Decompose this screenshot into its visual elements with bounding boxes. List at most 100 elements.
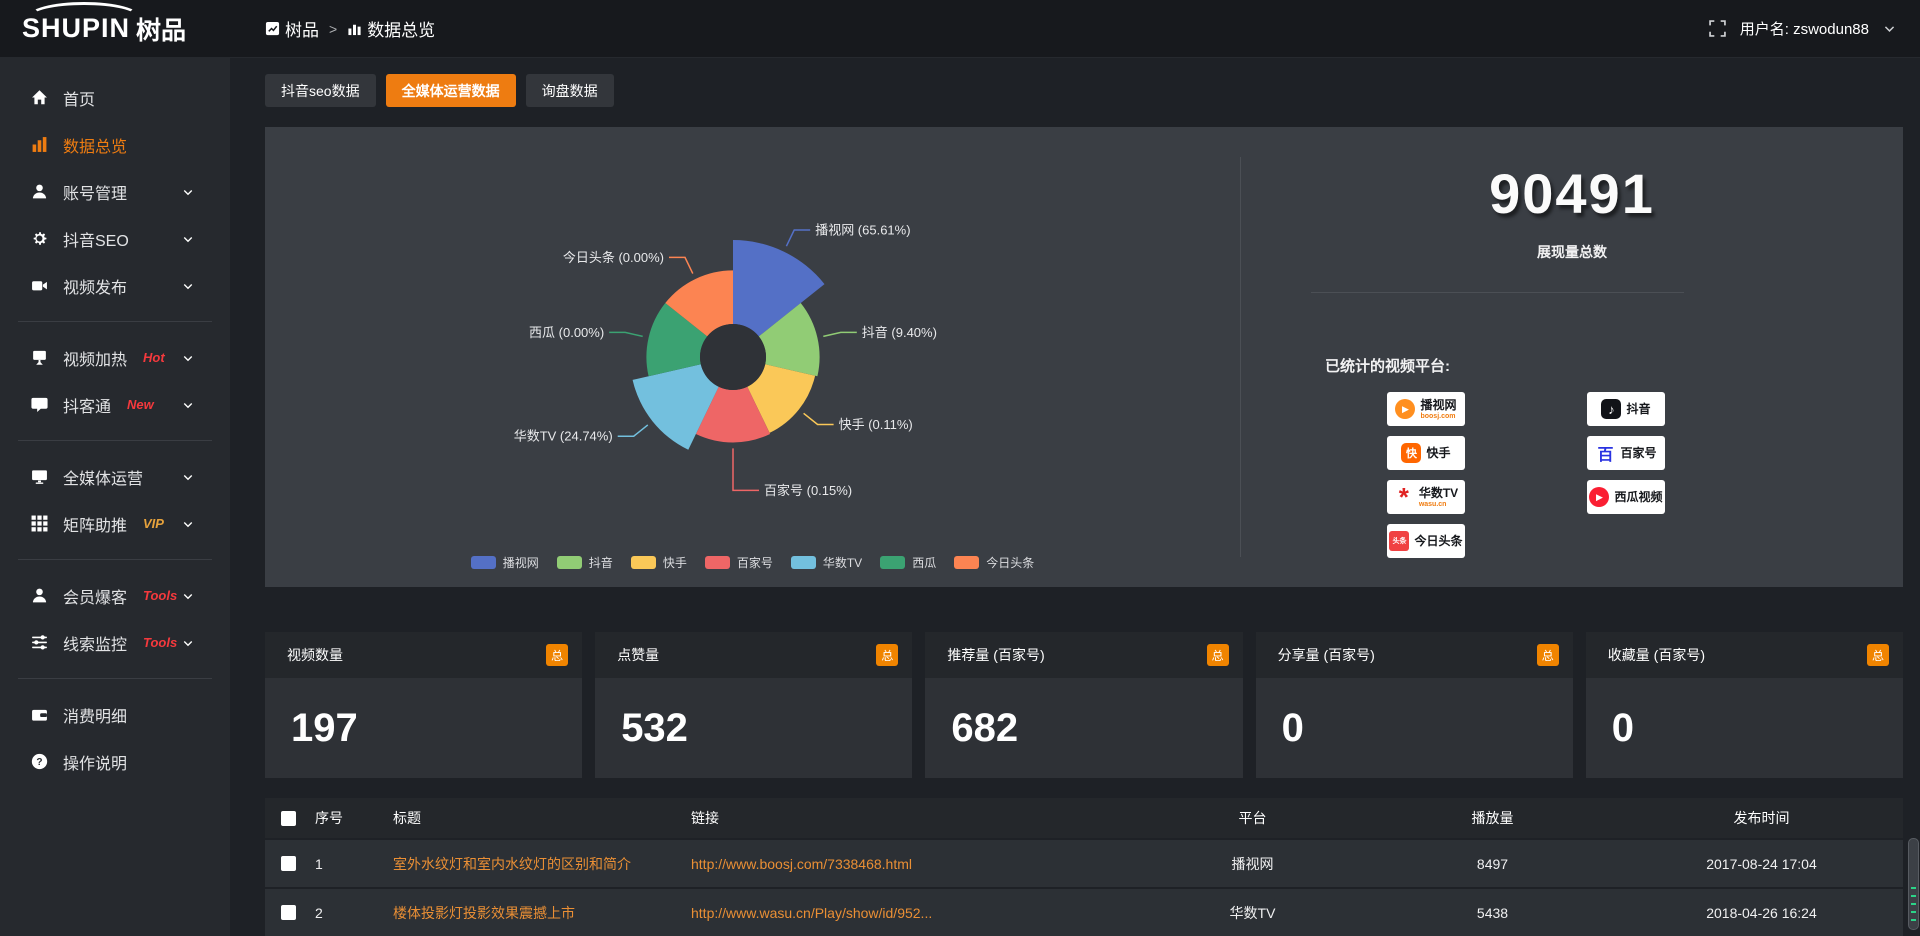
platform-badge-text: 播视网 boosj.com — [1420, 399, 1456, 420]
sidebar-item-操作说明[interactable]: ? 操作说明 — [0, 738, 230, 785]
scrollbar-marks — [1911, 887, 1916, 921]
sidebar-item-会员爆客[interactable]: 会员爆客 Tools — [0, 572, 230, 619]
cell-publish-time: 2018-04-26 16:24 — [1706, 904, 1817, 921]
platform-badge-text: 西瓜视频 — [1614, 491, 1662, 503]
legend-item-今日头条[interactable]: 今日头条 — [954, 554, 1034, 571]
stat-card-推荐量 (百家号): 推荐量 (百家号) 总 682 — [925, 632, 1243, 778]
scrollbar-thumb[interactable] — [1908, 838, 1919, 930]
tab-询盘数据[interactable]: 询盘数据 — [525, 74, 614, 107]
total-badge: 总 — [546, 644, 569, 666]
breadcrumb-current[interactable]: 数据总览 — [347, 16, 435, 41]
chevron-down-icon[interactable] — [179, 399, 197, 411]
chevron-down-icon[interactable] — [179, 471, 197, 483]
platform-badge-百家号[interactable]: 百百家号 — [1587, 436, 1665, 470]
cell-url-link[interactable]: http://www.wasu.cn/Play/show/id/952... — [691, 904, 933, 921]
cell-title-link[interactable]: 室外水纹灯和室内水纹灯的区别和简介 — [393, 855, 631, 872]
legend-label: 播视网 — [502, 556, 539, 570]
stat-card-收藏量 (百家号): 收藏量 (百家号) 总 0 — [1585, 632, 1903, 778]
sidebar-item-账号管理[interactable]: 账号管理 — [0, 168, 230, 215]
sidebar-item-全媒体运营[interactable]: 全媒体运营 — [0, 453, 230, 500]
stat-card-value: 0 — [1611, 705, 1635, 750]
breadcrumb-root[interactable]: 树品 — [265, 16, 319, 41]
cell-platform: 华数TV — [1229, 904, 1276, 921]
platforms-label: 已统计的视频平台: — [1325, 358, 1450, 375]
platform-badge-西瓜视频[interactable]: ▶ 西瓜视频 — [1587, 480, 1665, 514]
chevron-down-icon[interactable] — [179, 637, 197, 649]
sidebar-divider — [18, 559, 212, 560]
pie-slice-抖音[interactable] — [758, 303, 820, 377]
legend-label: 今日头条 — [986, 556, 1035, 570]
row-checkbox[interactable] — [281, 905, 296, 920]
legend-label: 抖音 — [588, 556, 613, 570]
cell-publish-time: 2017-08-24 17:04 — [1706, 855, 1817, 872]
stat-card-label: 收藏量 (百家号) — [1607, 647, 1706, 663]
baijiahao-logo-icon: 百 — [1597, 447, 1614, 464]
platform-name: 西瓜视频 — [1614, 490, 1663, 504]
sidebar-item-视频加热[interactable]: 视频加热 Hot — [0, 334, 230, 381]
legend-item-快手[interactable]: 快手 — [630, 554, 687, 571]
breadcrumb-root-label: 树品 — [285, 21, 319, 40]
pie-slice-播视网[interactable] — [733, 240, 825, 337]
legend-item-抖音[interactable]: 抖音 — [556, 554, 613, 571]
rose-pie-chart[interactable]: 播视网 (65.61%) 抖音 (9.40%) 快手 (0.11%) 百家号 (0.1… — [265, 127, 1240, 539]
cell-url-link[interactable]: http://www.boosj.com/7338468.html — [691, 855, 913, 872]
chevron-down-icon[interactable] — [179, 280, 197, 292]
pie-slice-快手[interactable] — [747, 364, 816, 433]
stat-card-value: 682 — [951, 705, 1019, 750]
platform-name: 抖音 — [1626, 402, 1651, 416]
chevron-down-icon[interactable] — [179, 518, 197, 530]
sidebar-item-矩阵助推[interactable]: 矩阵助推 VIP — [0, 500, 230, 547]
pie-slice-百家号[interactable] — [695, 386, 771, 443]
chevron-down-icon[interactable] — [1883, 22, 1896, 35]
svg-text:?: ? — [36, 757, 42, 768]
platform-badge-播视网[interactable]: ▶ 播视网 boosj.com — [1387, 392, 1465, 426]
user-icon — [30, 183, 48, 200]
row-checkbox[interactable] — [281, 856, 296, 871]
sidebar-item-label: 操作说明 — [63, 755, 128, 773]
sidebar-item-数据总览[interactable]: 数据总览 — [0, 121, 230, 168]
legend-item-播视网[interactable]: 播视网 — [470, 554, 539, 571]
column-header-标题: 标题 — [393, 810, 421, 826]
legend-item-西瓜[interactable]: 西瓜 — [880, 554, 936, 571]
sidebar-item-线索监控[interactable]: 线索监控 Tools — [0, 619, 230, 666]
chevron-down-icon[interactable] — [179, 352, 197, 364]
topbar: SHUPIN 树品 树品 > 数据总览 用户名: zswodun88 — [0, 0, 1920, 58]
platform-badge-快手[interactable]: 快快手 — [1387, 436, 1465, 470]
username-menu[interactable]: 用户名: zswodun88 — [1739, 21, 1869, 38]
select-all-checkbox[interactable] — [281, 810, 296, 826]
sidebar-item-抖音SEO[interactable]: 抖音SEO — [0, 215, 230, 262]
cell-title-link[interactable]: 楼体投影灯投影效果震撼上市 — [393, 904, 575, 921]
breadcrumb: 树品 > 数据总览 — [265, 16, 435, 41]
sidebar-divider — [18, 321, 212, 322]
sidebar-item-label: 首页 — [63, 91, 96, 109]
chevron-down-icon[interactable] — [179, 590, 197, 602]
sidebar-item-视频发布[interactable]: 视频发布 — [0, 262, 230, 309]
sidebar-item-消费明细[interactable]: 消费明细 — [0, 691, 230, 738]
pie-label-line-抖音 — [823, 331, 857, 338]
pie-slice-华数TV[interactable] — [632, 364, 719, 450]
table-row: 1 室外水纹灯和室内水纹灯的区别和简介 http://www.boosj.com/7… — [265, 840, 1903, 887]
legend-item-华数TV[interactable]: 华数TV — [790, 554, 862, 571]
platform-badge-华数TV[interactable]: * 华数TV wasu.cn — [1387, 480, 1465, 514]
sidebar-item-抖客通[interactable]: 抖客通 New — [0, 381, 230, 428]
pie-label-百家号: 百家号 (0.15%) — [764, 483, 852, 498]
chevron-down-icon[interactable] — [179, 186, 197, 198]
tab-全媒体运营数据[interactable]: 全媒体运营数据 — [385, 74, 516, 107]
platform-badge-今日头条[interactable]: 头条 今日头条 — [1387, 524, 1465, 558]
pie-slice-西瓜[interactable] — [646, 303, 708, 377]
sidebar-item-label: 抖客通 — [63, 398, 112, 416]
sidebar-item-首页[interactable]: 首页 — [0, 74, 230, 121]
legend-item-百家号[interactable]: 百家号 — [704, 554, 773, 571]
tab-抖音seo数据[interactable]: 抖音seo数据 — [265, 74, 376, 107]
app-logo[interactable]: SHUPIN 树品 — [0, 0, 230, 57]
fullscreen-icon[interactable] — [1708, 20, 1726, 37]
sidebar-item-tag: Hot — [143, 350, 165, 365]
chart-legend: 播视网 抖音 快手 百家号 华数TV 西瓜 今日头条 — [265, 554, 1240, 571]
pie-label-华数TV: 华数TV (24.74%) — [514, 429, 613, 444]
kuaishou-logo-icon: 快 — [1401, 443, 1422, 463]
platform-name: 华数TV — [1418, 485, 1459, 500]
chevron-down-icon[interactable] — [179, 233, 197, 245]
pie-slice-今日头条[interactable] — [665, 270, 733, 337]
platform-badge-抖音[interactable]: ♪ 抖音 — [1587, 392, 1665, 426]
